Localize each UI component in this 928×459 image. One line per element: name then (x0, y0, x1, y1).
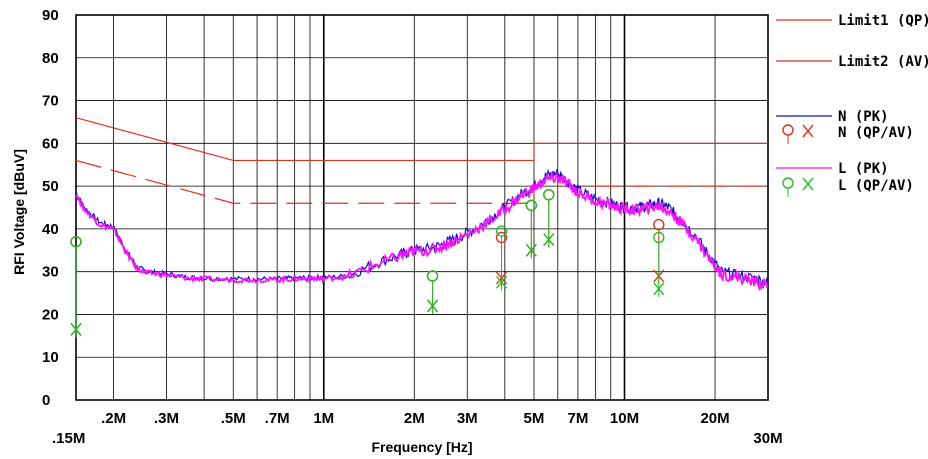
qp-marker (543, 188, 555, 201)
x-tick-label: 20M (700, 410, 729, 427)
x-tick-label: .3M (154, 410, 179, 427)
x-tick-label: .2M (101, 410, 126, 427)
x-tick-label: .7M (265, 410, 290, 427)
av-marker (653, 282, 665, 296)
y-axis-title: RFI Voltage [dBuV] (11, 149, 27, 275)
legend-label: N (PK) (838, 109, 889, 125)
x-tick-label: .15M (52, 430, 85, 447)
x-tick-label: 30M (753, 430, 782, 447)
legend-label: L (PK) (838, 161, 889, 177)
qp-marker (653, 231, 665, 244)
limit-lines (75, 117, 768, 204)
av-marker (427, 299, 439, 313)
y-tick-label: 40 (42, 221, 59, 238)
qp-marker (70, 236, 82, 248)
legend-label: L (QP/AV) (838, 178, 914, 194)
x-tick-label: 3M (457, 410, 478, 427)
x-tick-label: .5M (221, 410, 246, 427)
qp-marker (525, 199, 538, 212)
av-marker (543, 233, 555, 247)
legend-swatch-circle (782, 177, 794, 189)
limit-line (75, 159, 768, 204)
x-tick-label: 5M (524, 410, 545, 427)
legend-swatch-circle (782, 124, 794, 136)
trace-series (75, 168, 769, 292)
series-trace (75, 171, 769, 292)
y-tick-label: 0 (42, 392, 50, 409)
y-tick-label: 10 (42, 349, 59, 366)
x-tick-label: 7M (568, 410, 589, 427)
y-tick-label: 60 (42, 135, 59, 152)
legend-swatch-x (802, 177, 814, 191)
y-tick-label: 90 (42, 7, 59, 24)
legend-label: Limit2 (AV) (838, 54, 928, 70)
qp-marker (426, 270, 439, 282)
x-tick-label: 1M (313, 410, 334, 427)
series-trace (75, 168, 769, 288)
y-tick-label: 70 (42, 93, 59, 110)
qp-av-markers (70, 188, 665, 338)
legend-label: N (QP/AV) (838, 125, 914, 141)
x-axis-title: Frequency [Hz] (371, 439, 472, 455)
qp-marker (653, 218, 665, 231)
limit-line (75, 117, 768, 162)
legend-label: Limit1 (QP) (838, 13, 928, 29)
av-marker (525, 243, 537, 257)
legend-swatch-x (802, 124, 814, 138)
av-marker (495, 275, 508, 289)
qp-marker (495, 225, 508, 237)
y-tick-label: 20 (42, 306, 59, 323)
legend: Limit1 (QP) Limit2 (AV) N (PK)N (QP/AV) L (… (776, 13, 928, 197)
y-tick-label: 30 (42, 264, 59, 281)
y-tick-label: 80 (42, 50, 59, 67)
plot-frame (75, 14, 769, 401)
x-tick-label: 2M (404, 410, 425, 427)
y-tick-label: 50 (42, 178, 59, 195)
x-tick-label: 10M (610, 410, 639, 427)
tick-labels: 0 10 20 30 40 50 60 70 80 90 .15M .2M .3M .5M .7M 1M 2M 3… (42, 7, 783, 447)
av-marker (70, 322, 82, 336)
